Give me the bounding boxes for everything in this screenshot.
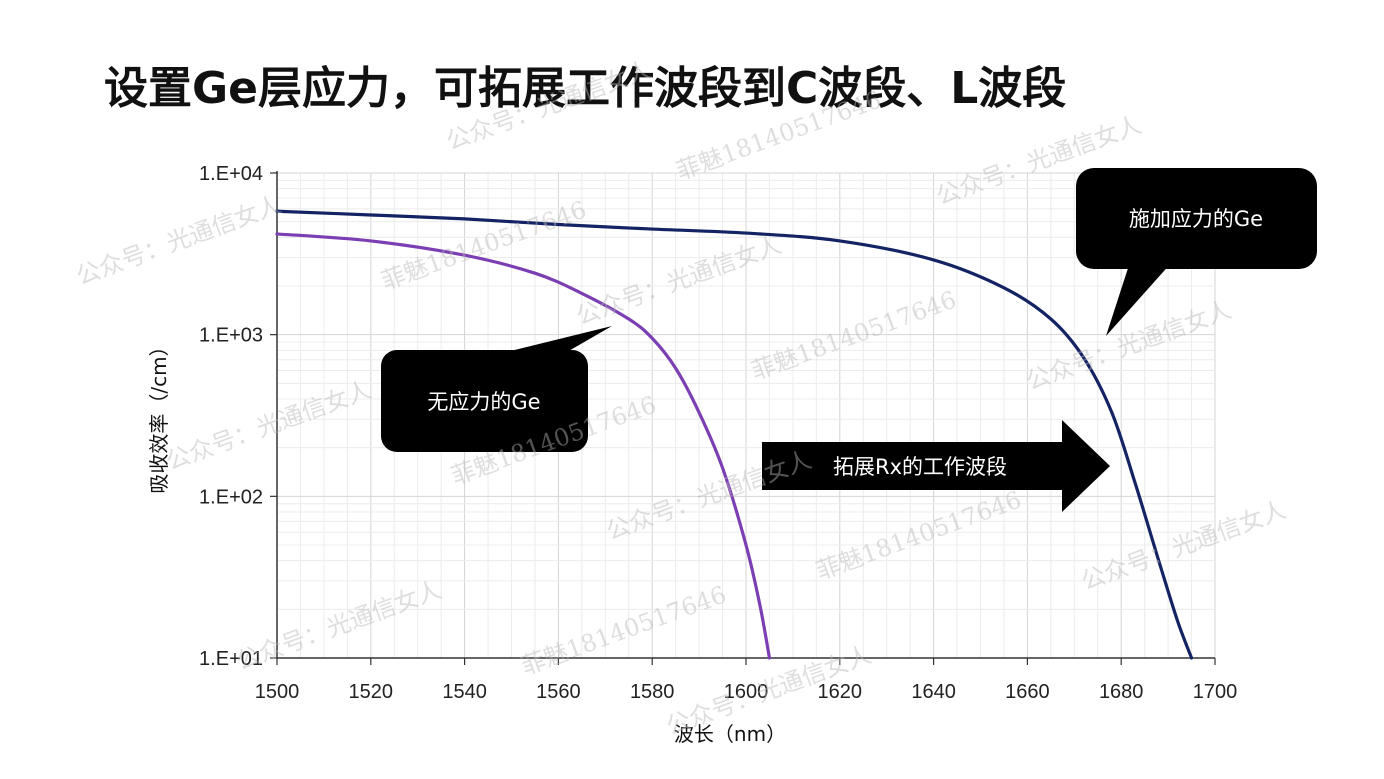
x-tick-label: 1680	[1099, 681, 1144, 703]
watermark: 公众号：光通信女人	[602, 445, 815, 545]
x-tick-label: 1600	[724, 681, 769, 703]
x-tick-label: 1580	[630, 681, 675, 703]
watermark: 菲魅18140517646	[672, 85, 885, 185]
callout-strained-ge-pointer	[1106, 262, 1172, 336]
callout-strained-ge: 施加应力的Ge	[1076, 168, 1317, 336]
watermark: 公众号：光通信女人	[232, 575, 445, 675]
callout-unstrained-ge-label: 无应力的Ge	[427, 390, 540, 414]
x-tick-label: 1700	[1193, 681, 1238, 703]
rx-band-arrow: 拓展Rx的工作波段	[762, 420, 1110, 512]
callout-unstrained-ge-box	[381, 350, 588, 452]
y-tick-label: 1.E+01	[199, 648, 263, 670]
watermark: 公众号：光通信女人	[72, 190, 285, 290]
y-tick-label: 1.E+03	[199, 325, 263, 347]
x-axis-title: 波长（nm）	[674, 722, 786, 746]
callout-unstrained-ge: 无应力的Ge	[381, 326, 612, 452]
watermark: 菲魅18140517646	[517, 580, 730, 680]
x-tick-label: 1620	[818, 681, 863, 703]
y-axis-title: 吸收效率（/cm）	[147, 336, 171, 493]
callout-strained-ge-box	[1076, 168, 1317, 269]
rx-band-arrow-label: 拓展Rx的工作波段	[833, 455, 1007, 479]
callout-strained-ge-label: 施加应力的Ge	[1129, 207, 1263, 231]
axes: 1500 1520 1540 1560 1580 1600 1620 1640 1660 1680…	[199, 163, 1237, 703]
x-tick-label: 1560	[536, 681, 581, 703]
x-tick-label: 1500	[255, 681, 300, 703]
series-line-unstrained-ge	[275, 232, 772, 660]
watermark: 公众号：光通信女人	[162, 375, 375, 475]
watermark: 公众号：光通信女人	[572, 230, 785, 330]
y-tick-label: 1.E+02	[199, 486, 263, 508]
watermark: 菲魅18140517646	[812, 485, 1025, 585]
slide-title: 设置Ge层应力，可拓展工作波段到C波段、L波段	[104, 63, 1067, 114]
series-line-strained-ge	[275, 209, 1194, 660]
watermarks: 公众号：光通信女人 菲魅18140517646 公众号：光通信女人 公众号：光通…	[72, 55, 1290, 740]
x-tick-label: 1520	[349, 681, 394, 703]
series-group	[275, 209, 1194, 660]
rx-band-arrow-shape	[762, 420, 1110, 512]
callout-unstrained-ge-pointer	[490, 326, 612, 356]
y-tick-label: 1.E+04	[199, 163, 263, 185]
x-tick-label: 1540	[442, 681, 487, 703]
x-tick-label: 1660	[1005, 681, 1050, 703]
watermark: 公众号：光通信女人	[442, 55, 655, 155]
x-tick-label: 1640	[911, 681, 956, 703]
